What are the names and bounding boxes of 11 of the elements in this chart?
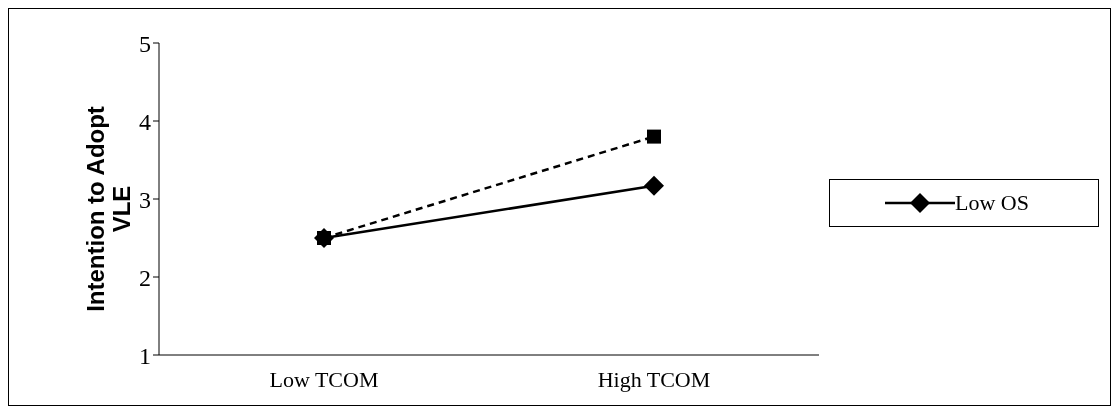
point — [644, 175, 664, 196]
y-tick-label: 3 — [139, 186, 151, 213]
y-tick-label: 2 — [139, 264, 151, 291]
y-tick-label: 4 — [139, 108, 151, 135]
legend-label: Low OS — [955, 190, 1029, 216]
y-axis-title: Intention to Adopt VLE — [82, 106, 135, 312]
y-tick-label: 5 — [139, 30, 151, 57]
x-tick-label: Low TCOM — [269, 366, 379, 392]
x-tick-label: High TCOM — [597, 366, 711, 392]
point — [647, 129, 661, 144]
y-tick-label: 1 — [139, 342, 151, 369]
